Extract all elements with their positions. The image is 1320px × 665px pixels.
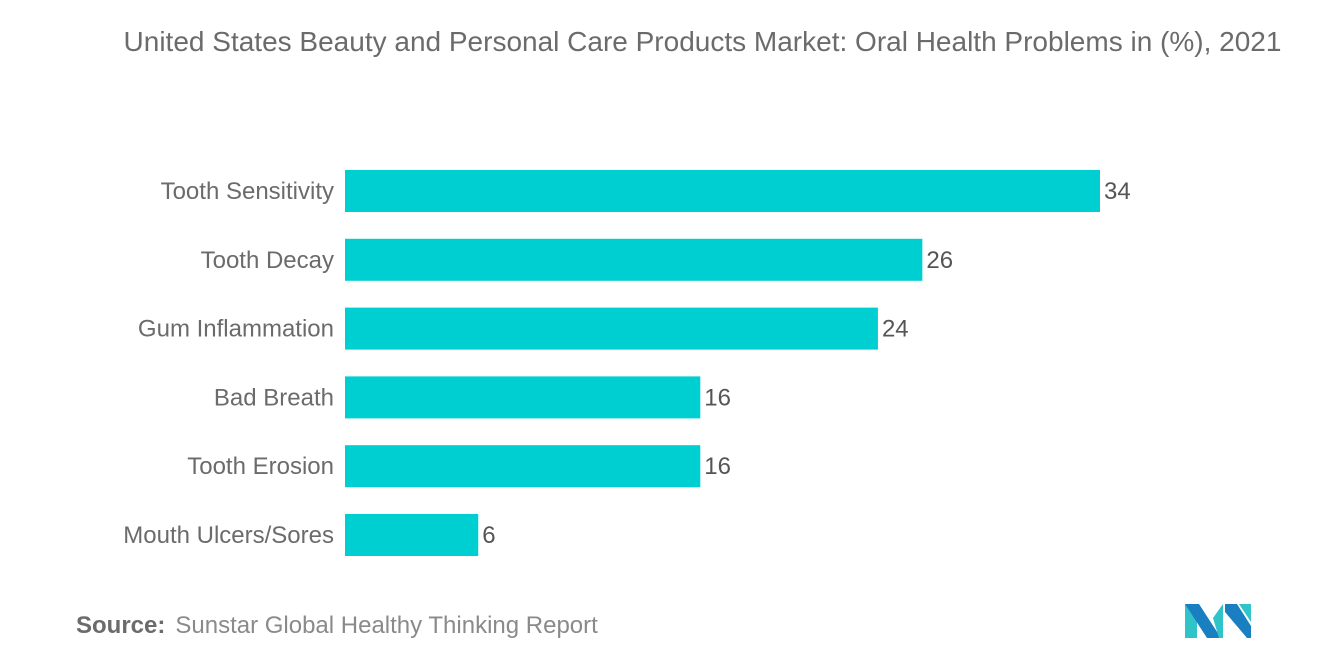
source-label: Source: (76, 612, 166, 639)
logo-icon (1185, 604, 1251, 638)
category-label: Tooth Erosion (187, 453, 334, 480)
category-label: Gum Inflammation (138, 316, 334, 343)
chart-title: United States Beauty and Personal Care P… (123, 26, 1282, 57)
data-label: 26 (926, 247, 953, 274)
source-note: Source: Sunstar Global Healthy Thinking R… (76, 612, 598, 640)
category-label: Tooth Decay (201, 247, 334, 274)
bar-chart: Tooth Sensitivity 34 Tooth Decay 26 Gum Infl… (123, 170, 1131, 556)
bar-bad-breath (345, 376, 701, 419)
data-label: 16 (704, 384, 731, 411)
category-label: Tooth Sensitivity (161, 178, 334, 205)
data-label: 24 (882, 316, 909, 343)
bar-mouth-ulcers-sores (345, 514, 479, 556)
data-label: 6 (482, 522, 495, 549)
bar-tooth-sensitivity (345, 170, 1100, 212)
bar-tooth-decay (345, 238, 923, 281)
data-label: 34 (1104, 178, 1131, 205)
category-label: Bad Breath (214, 384, 334, 411)
source-text: Sunstar Global Healthy Thinking Report (175, 612, 598, 639)
data-label: 16 (704, 453, 731, 480)
bar-gum-inflammation (345, 307, 878, 350)
category-label: Mouth Ulcers/Sores (123, 522, 334, 549)
bar-tooth-erosion (345, 445, 701, 488)
